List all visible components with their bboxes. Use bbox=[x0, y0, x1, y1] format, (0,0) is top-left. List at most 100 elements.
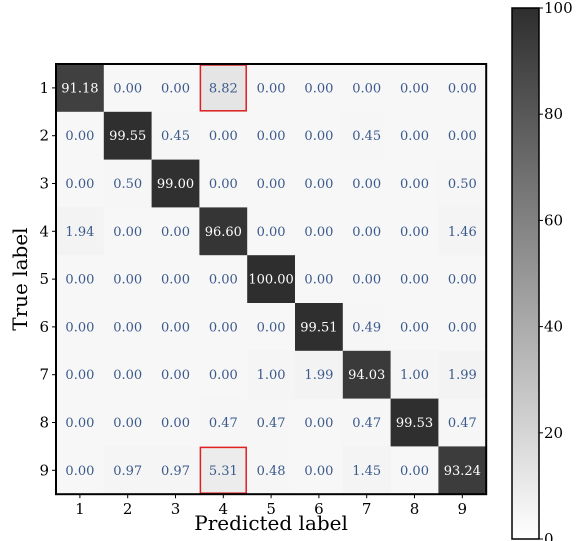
heatmap-cell bbox=[342, 64, 392, 113]
colorbar-gradient bbox=[511, 7, 540, 540]
cell-value: 0.00 bbox=[257, 81, 286, 96]
cell-value: 0.00 bbox=[161, 225, 190, 240]
heatmap-cell bbox=[438, 446, 487, 495]
cell-value: 0.47 bbox=[352, 416, 381, 431]
cell-value: 0.00 bbox=[161, 416, 190, 431]
heatmap-cell bbox=[247, 64, 296, 113]
x-axis-ticks: 1 2 3 4 5 6 7 8 9 bbox=[75, 494, 467, 518]
heatmap-cell bbox=[151, 398, 200, 447]
heatmap-cell bbox=[199, 64, 248, 113]
cell-value: 0.00 bbox=[161, 368, 190, 383]
y-tick-label: 5 bbox=[39, 270, 49, 288]
colorbar-tick-label: 60 bbox=[544, 211, 563, 229]
cell-value: 0.00 bbox=[65, 320, 94, 335]
heatmap-cell bbox=[199, 159, 248, 208]
heatmap-cell bbox=[390, 255, 439, 304]
heatmap-cell bbox=[438, 64, 487, 113]
cell-value: 0.00 bbox=[113, 368, 142, 383]
x-axis-label: Predicted label bbox=[194, 511, 348, 535]
x-tick-label: 9 bbox=[458, 500, 468, 518]
cell-value: 0.00 bbox=[352, 81, 381, 96]
heatmap-cell bbox=[438, 350, 487, 400]
x-tick-label: 7 bbox=[362, 500, 372, 518]
y-tick-label: 6 bbox=[39, 318, 49, 336]
y-tick-label: 7 bbox=[39, 366, 49, 384]
heatmap-cell bbox=[151, 350, 200, 400]
heatmap-cell bbox=[56, 446, 105, 495]
cell-value: 0.00 bbox=[65, 464, 94, 479]
cell-value: 0.97 bbox=[161, 464, 190, 479]
x-tick-label: 5 bbox=[266, 500, 276, 518]
heatmap-cell bbox=[247, 350, 296, 400]
cell-value: 99.53 bbox=[396, 416, 433, 431]
y-tick-label: 1 bbox=[39, 79, 49, 97]
heatmap-cell bbox=[390, 159, 439, 208]
heatmap-cell bbox=[390, 111, 439, 161]
heatmap-cell bbox=[151, 207, 200, 256]
cell-value: 99.51 bbox=[300, 320, 337, 335]
heatmap-cell bbox=[295, 159, 344, 208]
heatmap-cell bbox=[199, 446, 248, 495]
heatmap-cell bbox=[390, 64, 439, 113]
heatmap-cell bbox=[342, 159, 392, 208]
cell-value: 0.50 bbox=[113, 177, 142, 192]
cell-value: 94.03 bbox=[348, 368, 385, 383]
cell-value: 0.00 bbox=[352, 177, 381, 192]
cell-value: 0.00 bbox=[400, 464, 429, 479]
cell-value: 0.00 bbox=[113, 81, 142, 96]
y-tick-label: 9 bbox=[39, 461, 49, 479]
cell-value: 0.00 bbox=[400, 225, 429, 240]
cell-value: 0.00 bbox=[448, 129, 477, 144]
cell-value: 1.00 bbox=[400, 368, 429, 383]
cell-value: 0.00 bbox=[65, 129, 94, 144]
cell-value: 1.99 bbox=[304, 368, 333, 383]
cell-value: 0.00 bbox=[448, 81, 477, 96]
cell-value: 0.47 bbox=[257, 416, 286, 431]
heatmap-cell bbox=[295, 398, 344, 447]
y-tick-label: 3 bbox=[39, 175, 49, 193]
heatmap-cell bbox=[247, 303, 296, 352]
heatmap-cell bbox=[438, 111, 487, 161]
heatmap-cell bbox=[247, 446, 296, 495]
cell-value: 0.00 bbox=[257, 225, 286, 240]
cell-value: 8.82 bbox=[209, 81, 238, 96]
cell-value: 0.00 bbox=[209, 320, 238, 335]
cell-value: 96.60 bbox=[205, 225, 242, 240]
cell-value: 0.00 bbox=[352, 225, 381, 240]
heatmap-cell bbox=[390, 446, 439, 495]
cell-value: 0.00 bbox=[161, 320, 190, 335]
heatmap-cell bbox=[56, 350, 105, 400]
heatmap-cell bbox=[56, 398, 105, 447]
cell-value: 0.00 bbox=[161, 81, 190, 96]
heatmap-cell bbox=[56, 111, 105, 161]
heatmap-cell bbox=[199, 207, 248, 256]
x-tick-label: 8 bbox=[410, 500, 420, 518]
cell-value: 1.45 bbox=[352, 464, 381, 479]
heatmap-cell bbox=[342, 446, 392, 495]
cell-value: 0.00 bbox=[113, 416, 142, 431]
heatmap-cell bbox=[438, 255, 487, 304]
highlight-box bbox=[199, 446, 247, 494]
x-tick-label: 1 bbox=[75, 500, 85, 518]
cell-value: 93.24 bbox=[444, 464, 481, 479]
heatmap-cell bbox=[103, 111, 153, 161]
heatmap-cells: 91.18 0.00 0.00 8.82 0.00 0.00 0.00 0.00 0.00 0.0… bbox=[56, 64, 487, 495]
cell-value: 0.00 bbox=[400, 129, 429, 144]
heatmap-cell bbox=[103, 303, 153, 352]
cell-value: 0.50 bbox=[448, 177, 477, 192]
cell-value: 0.00 bbox=[65, 273, 94, 288]
cell-value: 0.00 bbox=[304, 129, 333, 144]
cell-value: 5.31 bbox=[209, 464, 238, 479]
heatmap-cell bbox=[342, 350, 392, 400]
x-tick-label: 2 bbox=[123, 500, 133, 518]
cell-value: 0.00 bbox=[257, 320, 286, 335]
cell-value: 0.00 bbox=[400, 177, 429, 192]
heatmap-cell bbox=[199, 398, 248, 447]
cell-value: 0.00 bbox=[209, 177, 238, 192]
heatmap-cell bbox=[390, 350, 439, 400]
cell-value: 0.00 bbox=[209, 129, 238, 144]
heatmap-cell bbox=[390, 398, 439, 447]
colorbar-tick-label: 20 bbox=[544, 424, 563, 442]
heatmap-cell bbox=[247, 207, 296, 256]
